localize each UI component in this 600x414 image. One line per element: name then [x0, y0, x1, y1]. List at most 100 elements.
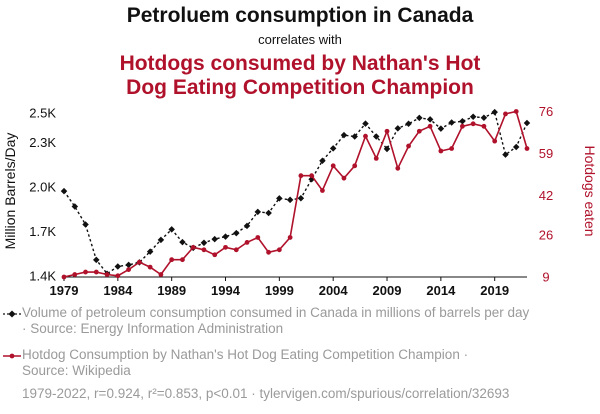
- data-point-hotdogs: [427, 123, 433, 129]
- data-point-petroleum: [222, 233, 229, 240]
- data-point-petroleum: [383, 145, 391, 153]
- data-point-petroleum: [523, 119, 531, 127]
- x-tick-label: 1999: [265, 283, 294, 298]
- data-point-petroleum: [394, 125, 402, 132]
- y-axis-label-left: Million Barrels/Day: [2, 133, 18, 250]
- chart-title-2-line-1: Hotdogs consumed by Nathan's Hot: [120, 52, 481, 75]
- data-point-petroleum: [233, 229, 240, 237]
- data-point-petroleum: [297, 195, 305, 202]
- data-point-hotdogs: [459, 123, 465, 129]
- legend-petroleum-line-1: Volume of petroleum consumption consumed…: [22, 305, 530, 320]
- x-tick-label: 1984: [103, 283, 133, 298]
- data-point-hotdogs: [373, 156, 379, 161]
- legend-key-hotdogs: [2, 348, 22, 366]
- data-point-hotdogs: [492, 138, 498, 144]
- data-point-petroleum: [491, 108, 498, 116]
- data-point-hotdogs: [395, 165, 401, 171]
- x-tick-label: 2014: [426, 283, 456, 298]
- data-point-hotdogs: [309, 173, 315, 179]
- data-point-hotdogs: [115, 273, 121, 279]
- data-point-petroleum: [146, 248, 154, 255]
- data-point-hotdogs: [416, 128, 422, 134]
- data-point-hotdogs: [330, 163, 336, 169]
- data-point-hotdogs: [503, 111, 508, 117]
- x-tick-label: 2019: [480, 283, 509, 298]
- chart-title-2-line-2: Dog Eating Competition Champion: [126, 76, 474, 99]
- y-tick-label-right: 76: [539, 104, 553, 119]
- legend-petroleum-line-2: · Source: Energy Information Administrat…: [22, 321, 284, 336]
- data-point-hotdogs: [298, 173, 304, 179]
- data-point-hotdogs: [147, 264, 153, 270]
- x-tick-label: 1994: [211, 283, 241, 298]
- data-point-hotdogs: [449, 146, 455, 151]
- data-point-hotdogs: [513, 109, 519, 114]
- y-tick-label-right: 26: [539, 228, 553, 243]
- data-point-petroleum: [276, 195, 283, 202]
- data-point-hotdogs: [352, 163, 358, 169]
- data-point-hotdogs: [104, 272, 110, 277]
- data-point-hotdogs: [223, 244, 228, 250]
- data-point-petroleum: [114, 263, 122, 270]
- data-point-petroleum: [329, 145, 337, 152]
- legend-hotdogs-line-2: Source: Wikipedia: [22, 363, 131, 378]
- data-point-hotdogs: [93, 269, 99, 275]
- data-point-hotdogs: [276, 247, 282, 253]
- data-point-petroleum: [125, 261, 132, 269]
- data-point-hotdogs: [201, 247, 207, 253]
- data-point-petroleum: [373, 133, 380, 140]
- legend-entry-petroleum: Volume of petroleum consumption consumed…: [22, 305, 582, 337]
- data-point-petroleum: [71, 203, 79, 210]
- data-point-petroleum: [60, 187, 68, 195]
- data-point-petroleum: [319, 157, 326, 165]
- data-point-hotdogs: [266, 249, 271, 255]
- x-tick-label: 2009: [373, 283, 402, 298]
- y-tick-label-right: 9: [542, 270, 549, 285]
- data-point-hotdogs: [287, 235, 293, 240]
- data-point-petroleum: [351, 133, 358, 140]
- data-point-petroleum: [286, 196, 294, 204]
- data-point-petroleum: [405, 120, 412, 128]
- data-point-hotdogs: [384, 128, 390, 134]
- data-point-petroleum: [426, 116, 434, 123]
- y-tick-label-left: 1.4K: [29, 268, 56, 283]
- data-point-petroleum: [200, 239, 208, 247]
- data-point-hotdogs: [320, 188, 325, 193]
- data-point-hotdogs: [180, 257, 185, 263]
- data-point-hotdogs: [61, 274, 67, 280]
- x-tick-label: 2004: [319, 283, 349, 298]
- series-line-hotdogs: [63, 110, 528, 278]
- data-point-hotdogs: [438, 148, 444, 154]
- series: [60, 108, 531, 280]
- data-point-petroleum: [211, 235, 218, 243]
- data-point-petroleum: [340, 131, 348, 139]
- data-point-hotdogs: [83, 269, 88, 275]
- data-point-hotdogs: [481, 123, 487, 129]
- y-tick-label-left: 2.5K: [29, 106, 56, 121]
- data-point-hotdogs: [212, 252, 218, 258]
- data-point-petroleum: [416, 114, 423, 122]
- chart-subtitle: correlates with: [258, 32, 342, 47]
- y-tick-label-left: 2.0K: [29, 180, 56, 195]
- data-point-petroleum: [459, 118, 466, 125]
- x-tick-label: 1989: [157, 283, 186, 298]
- data-point-petroleum: [502, 151, 509, 158]
- legend-entry-hotdogs: Hotdog Consumption by Nathan's Hot Dog E…: [22, 347, 582, 379]
- data-point-hotdogs: [136, 259, 142, 265]
- y-tick-label-left: 1.7K: [29, 224, 56, 239]
- data-point-hotdogs: [158, 272, 164, 277]
- data-point-petroleum: [254, 208, 262, 216]
- data-point-petroleum: [82, 221, 89, 228]
- data-point-petroleum: [168, 226, 175, 233]
- data-point-hotdogs: [126, 267, 132, 272]
- data-point-petroleum: [448, 119, 455, 126]
- data-point-petroleum: [512, 143, 520, 151]
- chart-title: Petroluem consumption in Canada: [127, 4, 474, 27]
- data-point-hotdogs: [363, 133, 368, 139]
- data-point-hotdogs: [190, 244, 196, 250]
- data-point-petroleum: [157, 236, 165, 244]
- data-point-hotdogs: [244, 240, 250, 245]
- data-point-hotdogs: [169, 257, 175, 263]
- data-point-hotdogs: [233, 247, 239, 253]
- data-point-petroleum: [93, 256, 100, 264]
- data-point-hotdogs: [72, 272, 78, 277]
